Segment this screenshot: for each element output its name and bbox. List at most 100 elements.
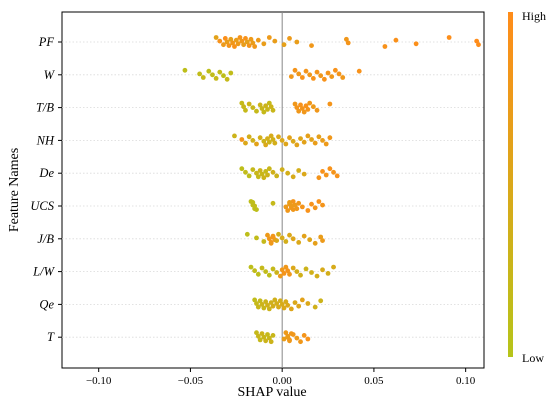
shap-point [303,68,309,74]
shap-point [241,42,247,48]
shap-point [259,331,265,336]
shap-point [277,298,283,304]
shap-point [413,41,419,47]
shap-point [316,134,322,140]
shap-point [250,105,256,110]
shap-point [244,39,250,45]
shap-point [279,302,285,307]
shap-point [217,69,223,75]
shap-point [281,305,287,311]
shap-point [213,76,219,81]
feature-label: NH [36,133,55,147]
shap-point [290,332,296,337]
shap-point [290,138,296,144]
shap-point [232,133,237,139]
shap-point [221,73,226,79]
shap-point [230,40,236,46]
shap-point [248,264,254,270]
shap-point [266,306,272,312]
shap-point [327,101,333,107]
shap-point [272,38,278,44]
shap-point [246,43,252,48]
shap-point [252,297,258,303]
shap-point [239,100,245,106]
shap-point [276,231,281,237]
shap-point [235,41,241,47]
shap-point [255,271,261,277]
shap-point [279,235,285,241]
shap-point [274,173,280,179]
shap-point [290,236,296,242]
shap-point [292,300,298,305]
shap-point [270,234,276,240]
shap-point [279,267,285,273]
shap-point [285,334,291,340]
feature-label: W [44,68,56,82]
shap-point [312,140,318,146]
shap-point [254,108,259,114]
shap-point [332,67,338,73]
horizontal-gridlines [62,41,484,338]
shap-point [252,268,258,274]
shap-point [206,68,212,74]
shap-point [276,134,281,140]
feature-label: T [47,330,55,344]
feature-label: De [38,166,54,180]
shap-point [263,338,269,344]
shap-point [261,175,267,181]
x-axis-title: SHAP value [237,385,306,400]
shap-point [265,136,270,142]
shap-point [254,170,259,176]
shap-point [325,271,331,276]
feature-label: L/W [32,265,55,279]
shap-point [259,302,265,307]
shap-point [213,35,219,40]
shap-point [336,71,342,77]
shap-point [294,142,300,148]
shap-point [250,40,256,46]
shap-point [259,106,265,111]
shap-point [257,135,263,141]
shap-point [446,35,452,40]
shap-point [270,303,276,309]
shap-point [239,166,245,172]
shap-point [228,70,234,76]
shap-point [312,205,318,211]
shap-point [296,240,302,245]
shap-point [325,70,331,76]
shap-point [298,136,303,142]
shap-point [327,166,333,172]
shap-point [243,107,248,113]
shap-point [261,109,267,115]
shap-point [263,299,269,305]
shap-point [476,42,481,48]
shap-point [221,42,226,48]
shap-point [382,44,388,49]
shap-point [250,138,256,143]
shap-point [265,172,270,178]
shap-point [257,102,263,108]
shap-point [243,36,248,41]
shap-point [232,44,237,49]
shap-point [265,232,270,238]
shap-point [292,101,298,107]
x-tick-label: −0.10 [86,375,112,387]
feature-label: UCS [30,199,54,213]
shap-point [318,234,324,240]
shap-point [288,74,294,79]
shap-point [263,142,269,148]
shap-point [257,298,263,304]
shap-point [320,238,325,244]
shap-point [263,169,269,174]
feature-label: J/B [37,232,54,246]
shap-point [318,298,324,304]
shap-point [246,173,252,179]
shap-point [285,302,291,308]
shap-point [279,138,285,143]
shap-point [259,171,265,177]
shap-point [254,235,259,241]
shap-point [244,231,250,237]
shap-point [281,42,287,48]
shap-point [246,134,252,140]
shap-point [255,333,261,339]
